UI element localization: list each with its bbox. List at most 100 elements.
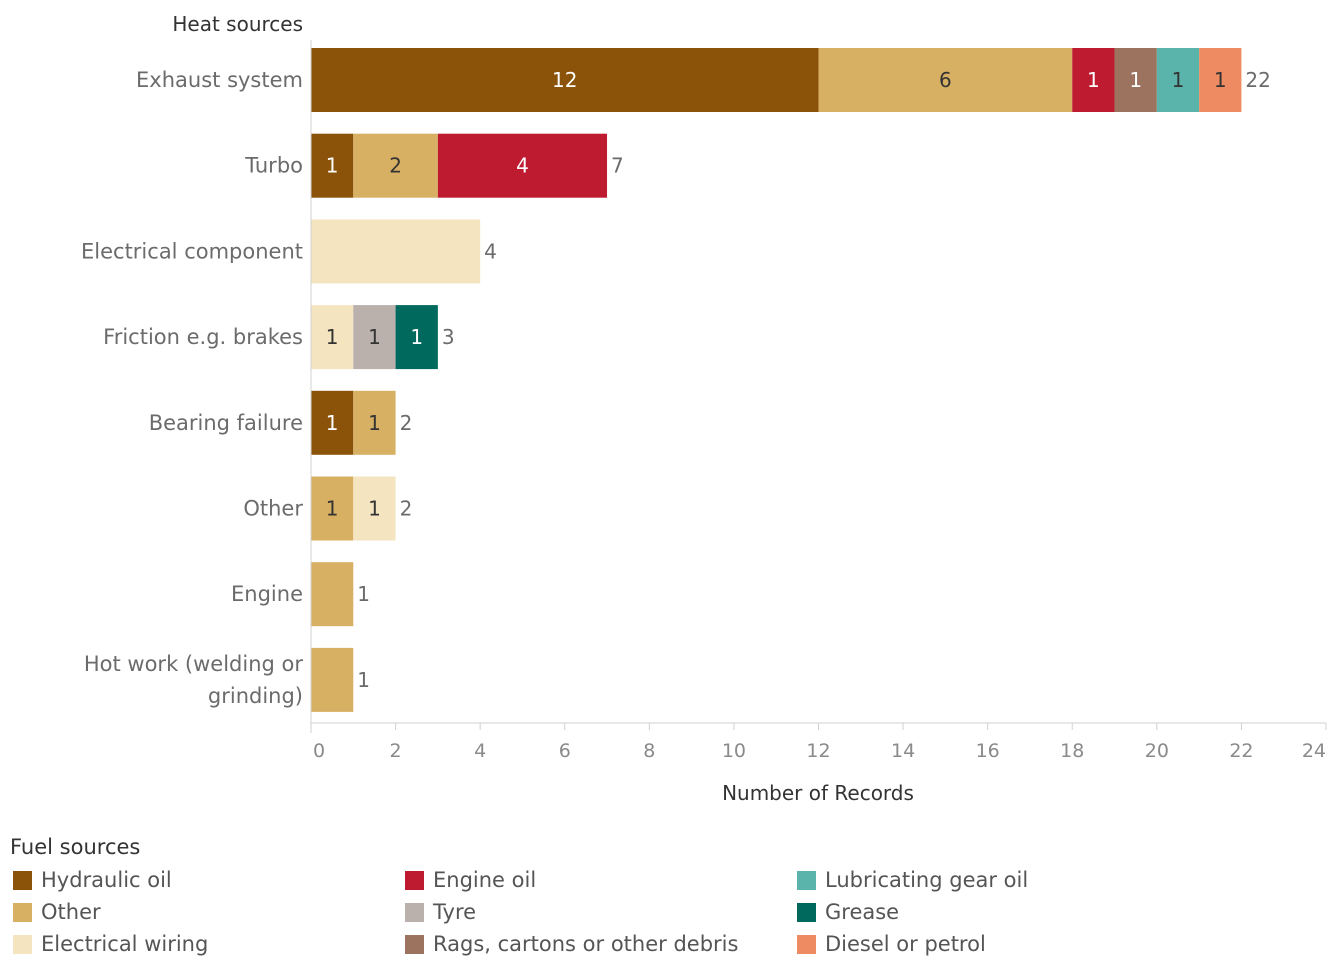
bar-total-label: 1 xyxy=(357,668,370,692)
category-label: Electrical component xyxy=(81,239,303,263)
x-tick-label: 4 xyxy=(474,740,486,762)
legend-swatch xyxy=(797,870,816,890)
x-tick-label: 24 xyxy=(1302,740,1326,762)
bar-segment xyxy=(353,133,438,198)
x-tick-label: 22 xyxy=(1229,740,1253,762)
x-tick-label: 12 xyxy=(806,740,830,762)
legend-label: Engine oil xyxy=(433,868,537,892)
segment-value-label: 1 xyxy=(1129,68,1142,92)
bar-segment xyxy=(311,305,354,370)
x-axis: 0 2 4 6 8 10 12 14 16 18 20 22 24 xyxy=(310,40,1327,762)
category-axis-title: Heat sources xyxy=(172,12,303,36)
legend-item[interactable]: Tyre xyxy=(402,896,794,928)
category-label: Turbo xyxy=(244,154,303,178)
segment-value-label: 12 xyxy=(552,68,577,92)
bar-segment xyxy=(311,647,354,712)
bar-total-label: 1 xyxy=(357,582,370,606)
x-tick-label: 10 xyxy=(722,740,746,762)
segment-value-label: 6 xyxy=(939,68,952,92)
legend-label: Hydraulic oil xyxy=(41,868,172,892)
segment-value-label: 1 xyxy=(1172,68,1185,92)
bar-segment xyxy=(1072,48,1115,112)
category-label: Exhaust system xyxy=(136,68,303,92)
segment-value-label: 1 xyxy=(368,497,381,521)
x-tick-label: 2 xyxy=(390,740,402,762)
segment-value-label: 4 xyxy=(516,154,529,178)
stacked-bar-chart: Heat sources 12 6 1 1 1 1 221 2 4 741 1 1 31 1 21 1 211 … xyxy=(81,12,1327,805)
legend-swatch xyxy=(13,934,32,954)
x-tick-label: 18 xyxy=(1060,740,1084,762)
bar-total-label: 22 xyxy=(1245,68,1270,92)
segment-value-label: 1 xyxy=(326,497,339,521)
segment-value-label: 2 xyxy=(389,154,402,178)
category-label: Bearing failure xyxy=(149,411,303,435)
legend-item[interactable]: Lubricating gear oil xyxy=(794,864,1186,896)
segment-value-label: 1 xyxy=(368,411,381,435)
legend-title: Fuel sources xyxy=(10,835,141,859)
category-labels-group: Exhaust system Turbo Electrical component F… xyxy=(81,68,303,708)
x-tick-label: 20 xyxy=(1145,740,1169,762)
legend-label: Electrical wiring xyxy=(41,932,209,956)
legend-swatch xyxy=(405,870,424,890)
bar-segment xyxy=(353,476,396,541)
category-label: Friction e.g. brakes xyxy=(103,325,303,349)
category-label: Hot work (welding or xyxy=(84,652,303,676)
bar-segment xyxy=(311,133,354,198)
bar-segment xyxy=(311,562,354,627)
legend-item[interactable]: Rags, cartons or other debris xyxy=(402,928,794,960)
bar-total-label: 2 xyxy=(400,497,413,521)
legend-swatch xyxy=(13,902,32,922)
x-tick-label: 8 xyxy=(643,740,655,762)
legend-label: Lubricating gear oil xyxy=(825,868,1029,892)
bar-segment xyxy=(311,390,354,455)
segment-value-label: 1 xyxy=(410,325,423,349)
bar-segment xyxy=(311,219,481,284)
bar-segment xyxy=(395,305,438,370)
segment-value-label: 1 xyxy=(326,325,339,349)
bar-total-label: 3 xyxy=(442,325,455,349)
bar-segment xyxy=(1199,48,1242,112)
legend-items: Hydraulic oil Other Electrical wiring Engin… xyxy=(10,864,1330,960)
legend-item[interactable]: Diesel or petrol xyxy=(794,928,1186,960)
bar-segment xyxy=(353,390,396,455)
bar-segment xyxy=(1156,48,1200,112)
legend-item[interactable]: Electrical wiring xyxy=(10,928,402,960)
bar-segment xyxy=(818,48,1073,112)
x-tick-label: 0 xyxy=(313,740,325,762)
legend-swatch xyxy=(405,934,424,954)
bar-segment xyxy=(437,133,608,198)
legend-label: Grease xyxy=(825,900,900,924)
bar-total-label: 7 xyxy=(611,154,624,178)
segment-value-label: 1 xyxy=(326,154,339,178)
x-tick-label: 16 xyxy=(976,740,1000,762)
legend: Fuel sources Hydraulic oil Other Electrica… xyxy=(10,834,1330,960)
x-tick-label: 6 xyxy=(559,740,571,762)
bar-segment xyxy=(311,476,354,541)
x-tick-label: 14 xyxy=(891,740,915,762)
legend-item[interactable]: Hydraulic oil xyxy=(10,864,402,896)
category-label: Engine xyxy=(231,582,303,606)
bar-segment xyxy=(311,48,819,112)
segment-value-label: 1 xyxy=(326,411,339,435)
bar-total-label: 2 xyxy=(400,411,413,435)
x-axis-title: Number of Records xyxy=(722,781,914,805)
bar-segment xyxy=(353,305,396,370)
bars-group: 12 6 1 1 1 1 221 2 4 741 1 1 31 1 21 1 211 xyxy=(311,48,1271,712)
legend-swatch xyxy=(797,934,816,954)
legend-label: Tyre xyxy=(433,900,477,924)
legend-item[interactable]: Grease xyxy=(794,896,1186,928)
segment-value-label: 1 xyxy=(1214,68,1227,92)
legend-label: Other xyxy=(41,900,101,924)
legend-swatch xyxy=(13,870,32,890)
legend-item[interactable]: Other xyxy=(10,896,402,928)
segment-value-label: 1 xyxy=(1087,68,1100,92)
legend-swatch xyxy=(797,902,816,922)
legend-label: Diesel or petrol xyxy=(825,932,986,956)
bar-total-label: 4 xyxy=(484,239,497,263)
category-label: grinding) xyxy=(208,684,303,708)
segment-value-label: 1 xyxy=(368,325,381,349)
bar-segment xyxy=(1114,48,1157,112)
legend-item[interactable]: Engine oil xyxy=(402,864,794,896)
category-label: Other xyxy=(243,497,303,521)
legend-label: Rags, cartons or other debris xyxy=(433,932,739,956)
